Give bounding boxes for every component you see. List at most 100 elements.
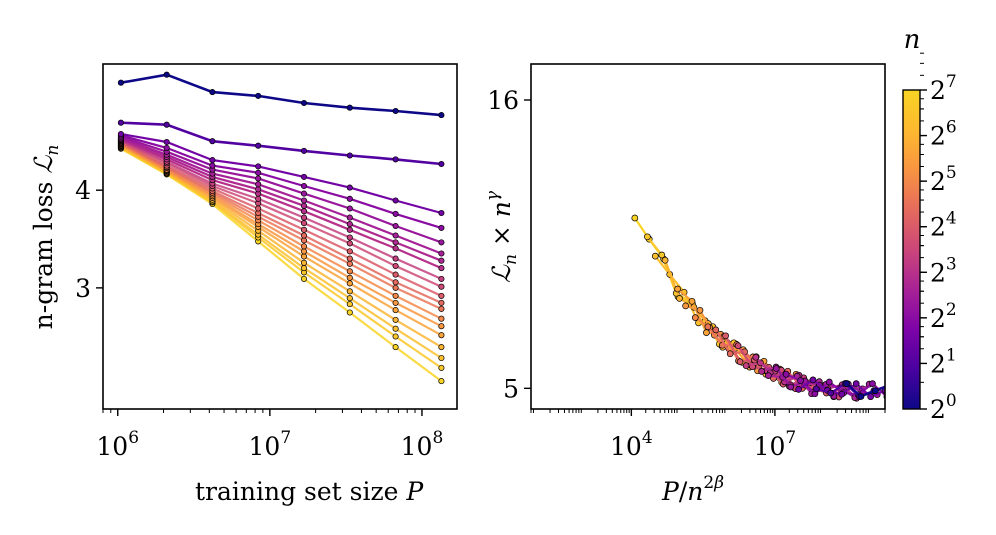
data-point [346,234,353,241]
collapsed-data-point [782,370,790,378]
series-line [120,134,442,229]
data-point [346,104,353,111]
data-point [392,222,399,230]
data-point [300,173,308,180]
collapsed-data-point [857,393,865,400]
data-point [300,248,308,255]
x-tick-label: 107 [249,428,292,461]
collapsed-data-point [872,387,879,395]
collapsed-data-point [809,376,817,384]
data-point [300,232,308,239]
x-tick-label: 108 [401,428,444,461]
data-point [209,89,216,96]
collapsed-data-point [843,380,850,387]
data-point [392,156,399,163]
collapsed-data-point [887,382,893,388]
collapsed-data-point [682,302,689,310]
data-point [300,265,308,272]
data-point [438,344,445,351]
colorbar-tick-label: 22 [930,300,957,333]
data-point [346,260,353,267]
data-point [117,119,124,126]
data-point [346,295,353,302]
series-line [120,143,442,320]
data-point [438,364,445,371]
colorbar-tick-label: 23 [930,254,957,287]
collapsed-data-point [734,342,742,350]
data-point [117,130,124,138]
data-point [346,280,353,287]
data-point [438,354,445,362]
data-point [438,160,445,168]
y-tick-label: 4 [75,176,91,205]
data-point [346,240,353,247]
data-point [346,195,353,202]
data-point [438,275,445,282]
data-point [163,121,170,128]
data-point [255,163,262,170]
data-point [392,232,399,239]
data-point [300,182,308,190]
left-x-axis-label: training set size P [195,477,424,506]
data-point [392,316,399,323]
data-point [392,245,399,252]
data-point [392,307,399,314]
left-plot-area [117,71,445,385]
data-point [392,279,399,286]
data-point [209,157,216,164]
collapsed-data-point [884,384,885,387]
collapsed-data-point [838,390,846,398]
collapsed-data-point [869,380,876,387]
collapsed-data-point [758,368,765,375]
data-point [392,107,399,115]
collapsed-data-point [852,380,860,387]
collapsed-data-point [736,358,744,366]
data-point [346,309,353,316]
data-point [438,265,445,272]
series-line [120,121,442,166]
data-point [255,205,262,212]
series-line [120,73,442,117]
data-point [346,221,353,228]
data-point [300,243,308,250]
collapsed-data-point [661,256,669,264]
right-y-axis-label: ℒn × nγ [483,190,521,283]
collapsed-data-point [825,378,833,386]
data-point [255,142,262,149]
y-tick-label: 5 [503,374,519,403]
data-point [392,262,399,270]
left-panel: 106 107 108 3 4 training set size P n-gram l… [29,63,458,506]
collapsed-data-point [712,326,720,334]
data-point [438,112,445,119]
data-point [346,274,353,281]
collapsed-data-point [896,383,902,389]
data-point [438,378,445,385]
data-point [209,162,216,169]
collapsed-data-point [658,251,666,259]
series-line [120,140,442,288]
series-line [120,141,442,297]
data-point [117,79,124,86]
collapsed-data-point [812,385,820,393]
data-point [392,255,399,262]
left-ticks: 106 107 108 3 4 [75,176,443,461]
data-point [346,226,353,233]
data-point [346,248,353,255]
collapsed-data-point [765,372,772,379]
x-tick-label: 107 [754,428,797,461]
data-point [346,184,353,191]
data-point [346,205,353,212]
data-point [438,323,445,330]
collapsed-data-point [696,306,704,314]
data-point [255,186,262,193]
series-line [120,139,442,280]
collapsed-data-point [722,332,729,340]
data-point [392,344,399,351]
data-point [438,292,445,299]
data-point [300,214,308,221]
collapsed-data-point [631,214,639,222]
data-point [346,214,353,221]
data-point [438,332,445,339]
collapsed-data-point [674,285,681,293]
